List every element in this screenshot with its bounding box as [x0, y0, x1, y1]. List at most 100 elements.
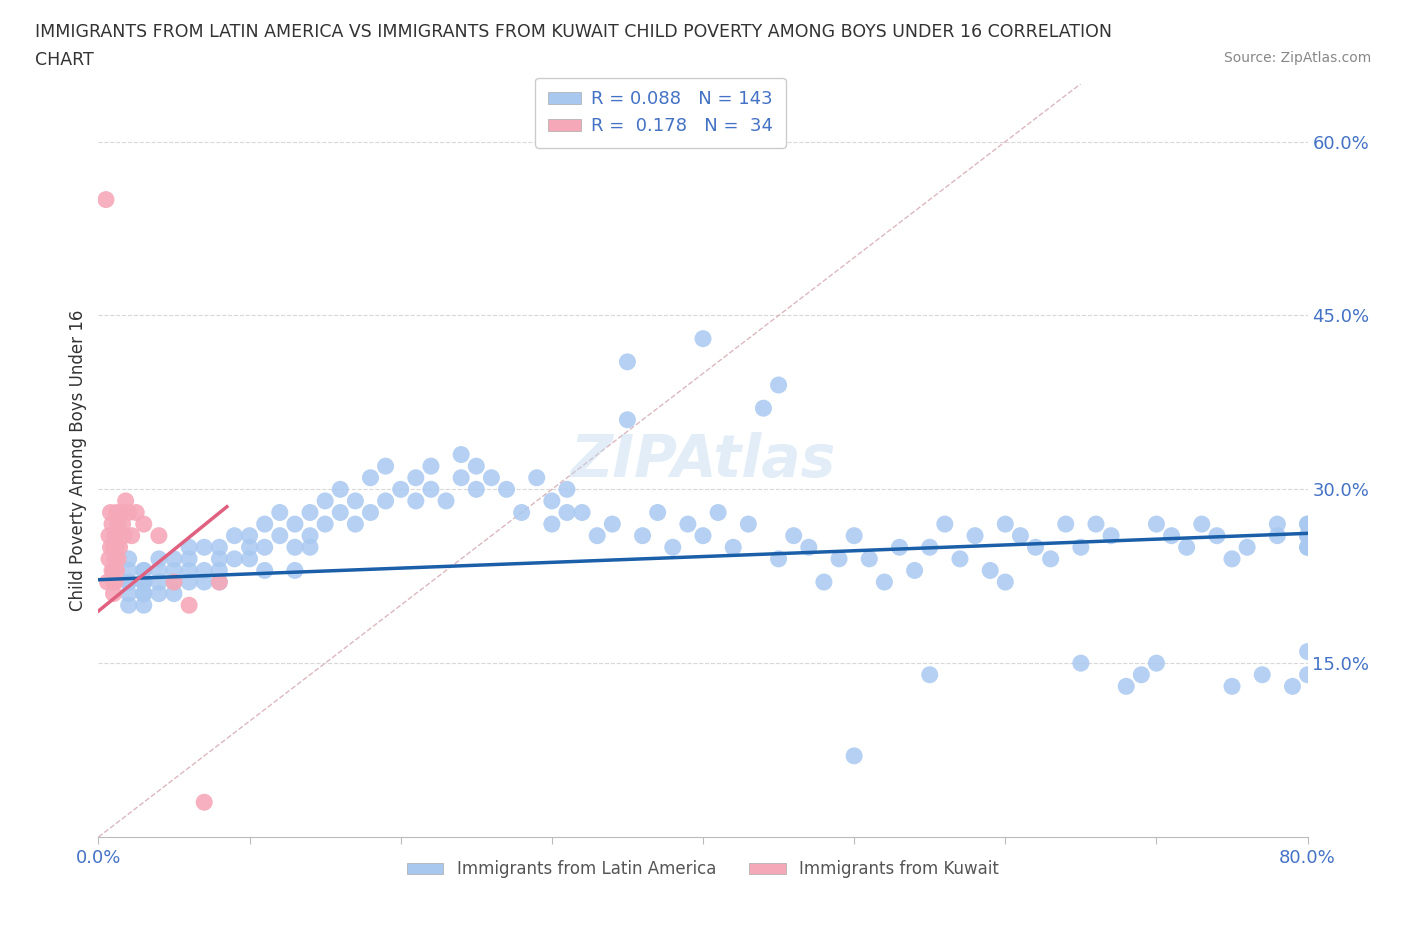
Point	[96, 575, 118, 590]
Point	[571, 505, 593, 520]
Point	[284, 539, 307, 554]
Point	[405, 494, 427, 509]
Point	[344, 517, 367, 532]
Point	[112, 528, 135, 543]
Point	[1267, 517, 1289, 532]
Point	[1039, 551, 1062, 566]
Point	[555, 482, 578, 497]
Text: CHART: CHART	[35, 51, 94, 69]
Point	[299, 539, 322, 554]
Point	[314, 494, 336, 509]
Point	[1296, 517, 1319, 532]
Point	[118, 551, 141, 566]
Point	[768, 378, 790, 392]
Point	[103, 539, 125, 554]
Point	[148, 551, 170, 566]
Point	[132, 563, 155, 578]
Point	[132, 586, 155, 601]
Point	[148, 586, 170, 601]
Point	[647, 505, 669, 520]
Point	[889, 539, 911, 554]
Point	[768, 551, 790, 566]
Point	[1054, 517, 1077, 532]
Point	[374, 458, 396, 473]
Point	[692, 528, 714, 543]
Point	[692, 331, 714, 346]
Point	[239, 539, 262, 554]
Point	[1099, 528, 1122, 543]
Point	[103, 575, 125, 590]
Point	[103, 563, 125, 578]
Point	[299, 505, 322, 520]
Point	[1296, 539, 1319, 554]
Point	[163, 551, 186, 566]
Point	[994, 517, 1017, 532]
Point	[94, 193, 117, 207]
Point	[314, 517, 336, 532]
Point	[1296, 528, 1319, 543]
Point	[329, 482, 352, 497]
Point	[1220, 679, 1243, 694]
Point	[208, 575, 231, 590]
Point	[783, 528, 806, 543]
Point	[118, 586, 141, 601]
Point	[616, 354, 638, 369]
Point	[723, 539, 745, 554]
Text: IMMIGRANTS FROM LATIN AMERICA VS IMMIGRANTS FROM KUWAIT CHILD POVERTY AMONG BOYS: IMMIGRANTS FROM LATIN AMERICA VS IMMIGRA…	[35, 23, 1112, 41]
Point	[510, 505, 533, 520]
Point	[1085, 517, 1108, 532]
Point	[1010, 528, 1032, 543]
Point	[208, 539, 231, 554]
Point	[540, 517, 562, 532]
Point	[163, 575, 186, 590]
Point	[420, 482, 443, 497]
Point	[329, 505, 352, 520]
Point	[101, 517, 124, 532]
Point	[495, 482, 517, 497]
Point	[481, 471, 503, 485]
Text: ZIPAtlas: ZIPAtlas	[571, 432, 835, 489]
Point	[389, 482, 412, 497]
Point	[360, 505, 382, 520]
Point	[540, 494, 562, 509]
Point	[103, 586, 125, 601]
Point	[101, 563, 124, 578]
Point	[118, 563, 141, 578]
Point	[1296, 668, 1319, 683]
Point	[107, 517, 129, 532]
Point	[1130, 668, 1153, 683]
Point	[179, 551, 201, 566]
Point	[918, 539, 941, 554]
Point	[284, 563, 307, 578]
Point	[1070, 656, 1092, 671]
Point	[284, 517, 307, 532]
Point	[1115, 679, 1137, 694]
Point	[179, 539, 201, 554]
Point	[873, 575, 896, 590]
Point	[1251, 668, 1274, 683]
Point	[797, 539, 820, 554]
Point	[132, 563, 155, 578]
Point	[132, 575, 155, 590]
Point	[105, 539, 128, 554]
Point	[118, 505, 141, 520]
Point	[111, 517, 134, 532]
Point	[114, 494, 136, 509]
Point	[208, 575, 231, 590]
Point	[374, 494, 396, 509]
Point	[1206, 528, 1229, 543]
Point	[132, 575, 155, 590]
Point	[1175, 539, 1198, 554]
Point	[858, 551, 880, 566]
Point	[148, 563, 170, 578]
Point	[104, 551, 127, 566]
Point	[555, 505, 578, 520]
Point	[148, 528, 170, 543]
Point	[253, 517, 276, 532]
Point	[193, 563, 215, 578]
Point	[193, 795, 215, 810]
Point	[405, 471, 427, 485]
Point	[465, 482, 488, 497]
Point	[98, 528, 121, 543]
Point	[1296, 517, 1319, 532]
